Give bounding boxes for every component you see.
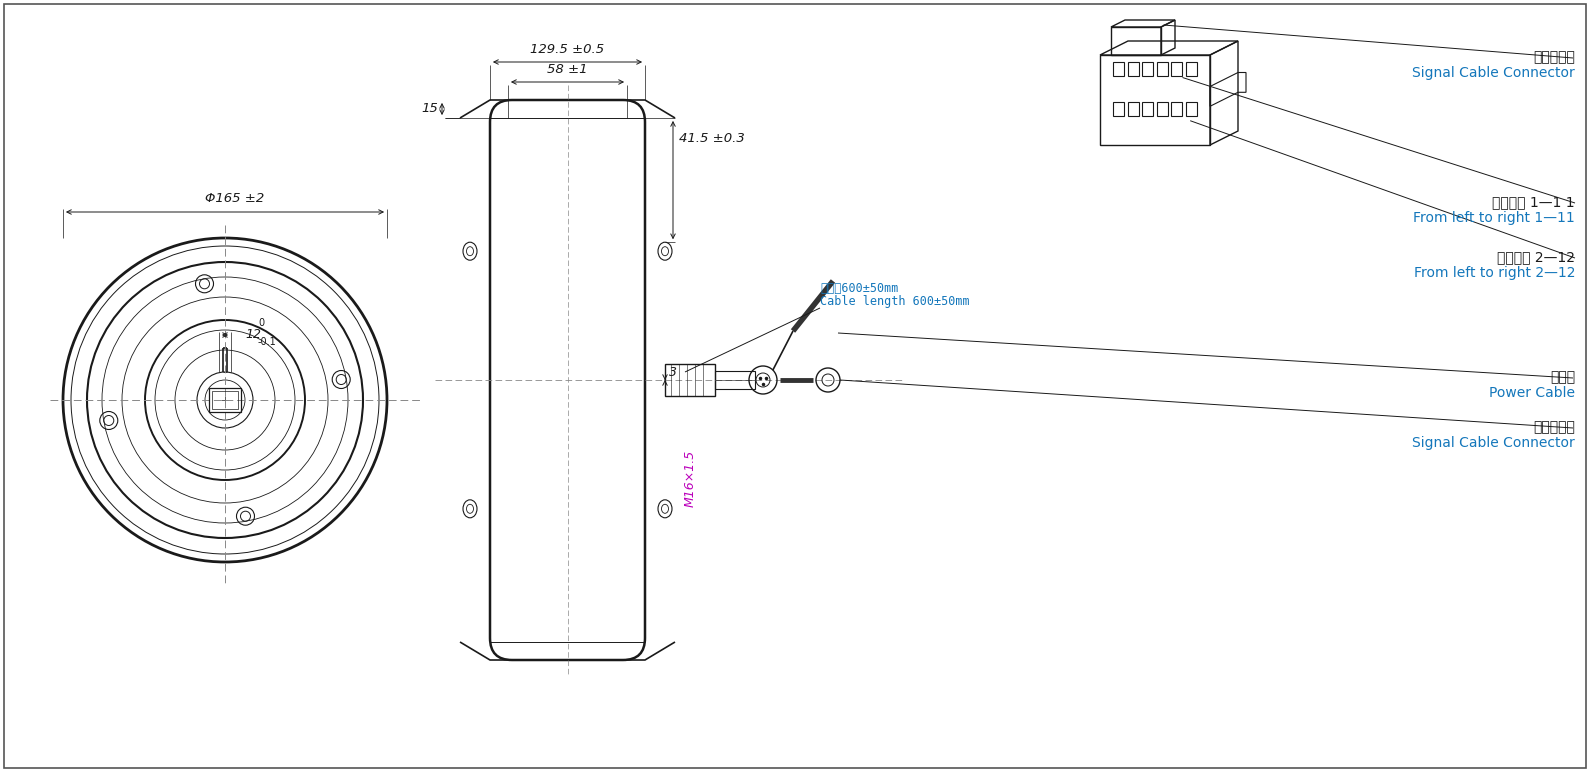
Bar bbox=[1186, 102, 1197, 116]
Bar bbox=[1158, 63, 1167, 76]
Text: 129.5 ±0.5: 129.5 ±0.5 bbox=[531, 43, 604, 56]
Text: 从左到右 2—12: 从左到右 2—12 bbox=[1498, 250, 1576, 264]
Text: Cable length 600±50mm: Cable length 600±50mm bbox=[820, 295, 970, 308]
Text: M16×1.5: M16×1.5 bbox=[684, 450, 696, 507]
Text: Signal Cable Connector: Signal Cable Connector bbox=[1412, 436, 1576, 450]
Text: Φ165 ±2: Φ165 ±2 bbox=[205, 192, 264, 205]
Bar bbox=[1172, 102, 1183, 116]
Text: -0.1: -0.1 bbox=[258, 337, 277, 347]
Text: 41.5 ±0.3: 41.5 ±0.3 bbox=[679, 131, 744, 144]
Bar bbox=[1100, 55, 1210, 145]
Text: 3: 3 bbox=[669, 365, 677, 378]
Bar bbox=[1113, 63, 1124, 76]
Text: 动力线: 动力线 bbox=[1550, 370, 1576, 384]
Bar bbox=[1127, 102, 1138, 116]
Text: Signal Cable Connector: Signal Cable Connector bbox=[1412, 66, 1576, 80]
Text: 58 ±1: 58 ±1 bbox=[547, 63, 588, 76]
Bar bbox=[211, 391, 238, 409]
Bar bbox=[1186, 63, 1197, 76]
Bar bbox=[1142, 63, 1153, 76]
Bar bbox=[1113, 102, 1124, 116]
Bar bbox=[1142, 102, 1153, 116]
Text: 信号线端子: 信号线端子 bbox=[1533, 420, 1576, 434]
Text: 0: 0 bbox=[258, 318, 264, 328]
Bar bbox=[1172, 63, 1183, 76]
Text: 出线长600±50mm: 出线长600±50mm bbox=[820, 282, 898, 295]
Text: 从左到右 1—1 1: 从左到右 1—1 1 bbox=[1493, 195, 1576, 209]
Bar bbox=[1158, 102, 1167, 116]
Text: 15: 15 bbox=[421, 103, 437, 116]
Text: From left to right 2—12: From left to right 2—12 bbox=[1414, 266, 1576, 280]
Bar bbox=[716, 371, 755, 389]
Text: 12: 12 bbox=[245, 327, 261, 340]
Bar bbox=[665, 364, 716, 396]
Bar bbox=[1111, 27, 1161, 55]
Text: From left to right 1—11: From left to right 1—11 bbox=[1414, 211, 1576, 225]
Bar bbox=[208, 388, 242, 412]
Text: 信号线端子: 信号线端子 bbox=[1533, 50, 1576, 64]
Text: Power Cable: Power Cable bbox=[1488, 386, 1576, 400]
Bar bbox=[1127, 63, 1138, 76]
